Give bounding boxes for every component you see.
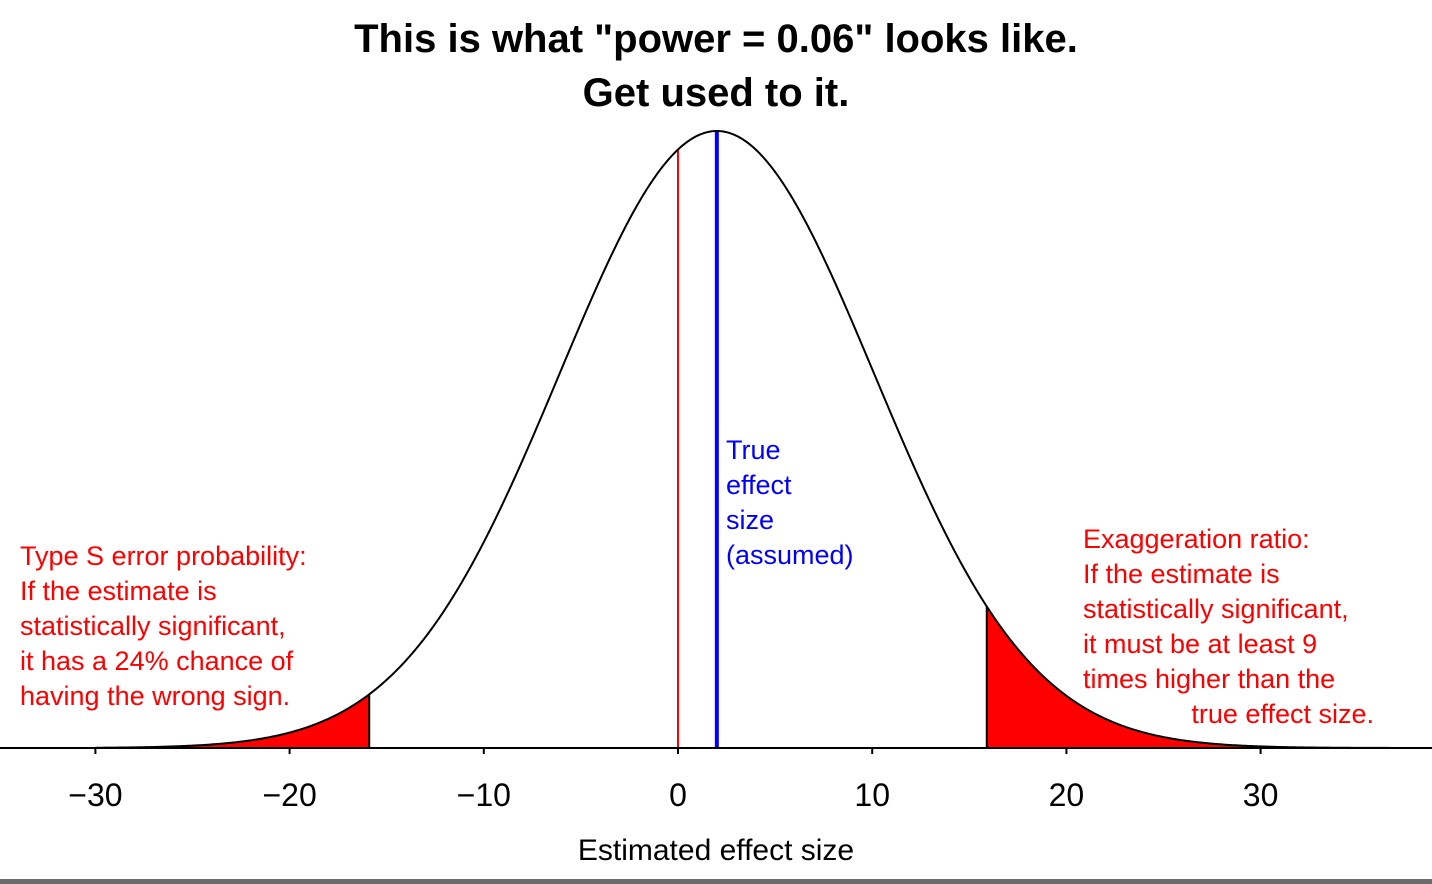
- left-tail-area: [95, 694, 370, 748]
- density-curve: [95, 129, 1416, 749]
- true-effect-annotation-line: size: [726, 505, 774, 535]
- x-tick-label: 10: [854, 777, 890, 813]
- chart-title-line-1: This is what "power = 0.06" looks like.: [354, 17, 1078, 61]
- type-s-annotation: Type S error probability: If the estimat…: [20, 541, 307, 711]
- exaggeration-annotation-line: times higher than the: [1083, 664, 1335, 694]
- true-effect-annotation-line: True: [726, 435, 781, 465]
- right-tail-area: [986, 606, 1416, 748]
- exaggeration-annotation-line: it must be at least 9: [1083, 629, 1317, 659]
- x-tick-label: 20: [1049, 777, 1085, 813]
- window-bottom-border: [0, 879, 1432, 884]
- type-s-annotation-line: having the wrong sign.: [20, 681, 290, 711]
- type-s-annotation-line: statistically significant,: [20, 611, 286, 641]
- x-tick-label: −10: [457, 777, 511, 813]
- exaggeration-annotation: Exaggeration ratio: If the estimate is s…: [1083, 524, 1374, 729]
- x-tick-label: −30: [68, 777, 122, 813]
- type-s-annotation-line: Type S error probability:: [20, 541, 307, 571]
- x-axis-label: Estimated effect size: [578, 834, 854, 867]
- type-s-annotation-line: it has a 24% chance of: [20, 646, 294, 676]
- x-axis-ticks: −30 −20 −10 0 10 20 30: [68, 748, 1278, 813]
- chart-title-line-2: Get used to it.: [583, 71, 850, 115]
- x-tick-label: 0: [669, 777, 687, 813]
- true-effect-annotation-line: (assumed): [726, 540, 854, 570]
- exaggeration-annotation-line: statistically significant,: [1083, 594, 1349, 624]
- x-tick-label: 30: [1243, 777, 1279, 813]
- plot-area: [0, 129, 1432, 749]
- x-tick-label: −20: [262, 777, 316, 813]
- true-effect-annotation: True effect size (assumed): [726, 435, 854, 570]
- true-effect-annotation-line: effect: [726, 470, 792, 500]
- type-s-annotation-line: If the estimate is: [20, 576, 217, 606]
- exaggeration-annotation-line: If the estimate is: [1083, 559, 1280, 589]
- exaggeration-annotation-line: true effect size.: [1191, 699, 1374, 729]
- exaggeration-annotation-line: Exaggeration ratio:: [1083, 524, 1310, 554]
